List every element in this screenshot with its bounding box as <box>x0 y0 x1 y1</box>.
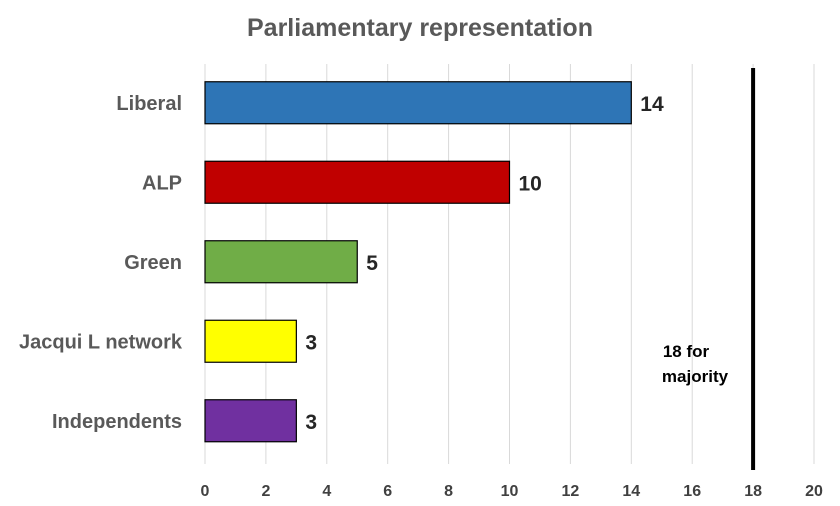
category-label-alp: ALP <box>142 172 182 194</box>
x-tick-label: 4 <box>322 483 331 500</box>
x-tick-label: 20 <box>805 483 823 500</box>
majority-label-line-1: 18 for <box>663 342 710 361</box>
data-label-alp: 10 <box>519 172 542 195</box>
x-tick-label: 8 <box>444 483 453 500</box>
x-tick-label: 16 <box>683 483 701 500</box>
bar-alp <box>204 160 511 204</box>
category-label-liberal: Liberal <box>116 93 182 115</box>
x-axis-ticks: 0 2 4 6 8 10 12 14 16 18 20 <box>201 483 823 500</box>
data-label-jacqui-l-network: 3 <box>305 331 317 354</box>
bar-liberal <box>204 81 632 125</box>
category-label-green: Green <box>124 252 182 274</box>
data-label-liberal: 14 <box>640 93 664 116</box>
x-tick-label: 14 <box>622 483 640 500</box>
x-tick-label: 2 <box>261 483 270 500</box>
x-tick-label: 12 <box>562 483 580 500</box>
category-label-jacqui-l-network: Jacqui L network <box>19 331 183 353</box>
chart-title: Parliamentary representation <box>247 14 593 42</box>
x-tick-label: 0 <box>201 483 210 500</box>
majority-label-line-2: majority <box>662 367 729 386</box>
bar-green <box>204 240 358 284</box>
category-label-independents: Independents <box>52 411 182 433</box>
data-labels: 14 10 5 3 3 <box>305 93 664 434</box>
bar-jacqui-l-network <box>204 319 297 363</box>
x-tick-label: 6 <box>383 483 392 500</box>
category-labels: Liberal ALP Green Jacqui L network Independe… <box>19 93 183 433</box>
data-label-independents: 3 <box>305 411 317 434</box>
x-tick-label: 10 <box>501 483 519 500</box>
data-label-green: 5 <box>366 252 378 275</box>
bars <box>204 81 632 443</box>
majority-reference: 18 for majority <box>662 68 756 470</box>
x-tick-label: 18 <box>744 483 762 500</box>
bar-independents <box>204 399 297 443</box>
